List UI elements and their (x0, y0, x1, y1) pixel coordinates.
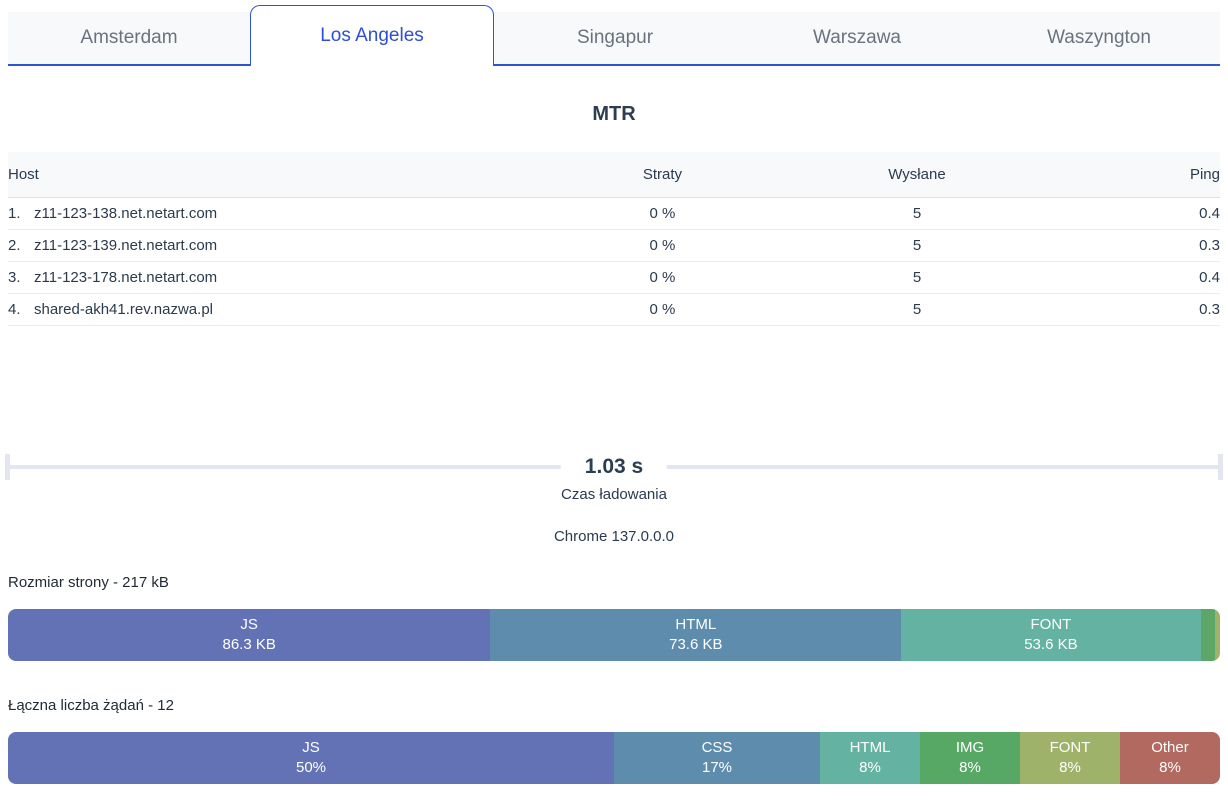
sent-cell: 5 (783, 293, 1051, 326)
sent-cell: 5 (783, 229, 1051, 262)
load-time-measure: 1.03 s (0, 454, 1228, 480)
host-name: z11-123-178.net.netart.com (34, 269, 218, 286)
load-time-value: 1.03 s (560, 454, 668, 480)
column-header-straty: Straty (541, 152, 784, 198)
segment-label: HTML (849, 739, 891, 756)
requests-bar: JS 50% CSS 17% HTML 8% IMG 8% FONT 8% Ot… (8, 732, 1220, 784)
page-size-heading: Rozmiar strony - 217 kB (8, 574, 169, 591)
table-row: 2. z11-123-139.net.netart.com 0 % 5 0.3 (8, 229, 1220, 262)
segment-value: 8% (959, 759, 981, 776)
host-cell: 3. z11-123-178.net.netart.com (8, 261, 542, 294)
bar-segment-js: JS 86.3 KB (8, 609, 491, 661)
segment-value: 17% (702, 759, 733, 776)
bar-segment-html: HTML 8% (820, 732, 921, 784)
segment-value: 8% (1159, 759, 1181, 776)
ping-cell: 0.4 (1050, 197, 1220, 230)
tab-waszyngton[interactable]: Waszyngton (978, 12, 1220, 66)
column-header-host: Host (8, 152, 542, 198)
ping-cell: 0.4 (1050, 261, 1220, 294)
bar-segment-css: CSS 17% (614, 732, 821, 784)
loss-cell: 0 % (541, 229, 784, 262)
host-name: z11-123-138.net.netart.com (34, 205, 218, 222)
row-index: 1. (8, 205, 21, 222)
sent-cell: 5 (783, 261, 1051, 294)
sent-cell: 5 (783, 197, 1051, 230)
segment-value: 86.3 KB (222, 636, 276, 653)
loss-cell: 0 % (541, 293, 784, 326)
tab-warszawa[interactable]: Warszawa (736, 12, 978, 66)
ping-cell: 0.3 (1050, 229, 1220, 262)
segment-label: FONT (1049, 739, 1091, 756)
row-index: 2. (8, 237, 21, 254)
column-header-ping: Ping (1050, 152, 1220, 198)
table-row: 3. z11-123-178.net.netart.com 0 % 5 0.4 (8, 261, 1220, 294)
segment-label: JS (302, 739, 320, 756)
table-row: 4. shared-akh41.rev.nazwa.pl 0 % 5 0.3 (8, 293, 1220, 326)
column-header-wyslane: Wysłane (783, 152, 1051, 198)
loss-cell: 0 % (541, 197, 784, 230)
table-row: 1. z11-123-138.net.netart.com 0 % 5 0.4 (8, 197, 1220, 230)
bar-segment-html: HTML 73.6 KB (490, 609, 902, 661)
segment-label: FONT (1030, 616, 1072, 633)
mtr-heading: MTR (592, 103, 636, 125)
host-cell: 1. z11-123-138.net.netart.com (8, 197, 542, 230)
bar-segment-js: JS 50% (8, 732, 614, 784)
ping-cell: 0.3 (1050, 293, 1220, 326)
tab-los-angeles[interactable]: Los Angeles (250, 5, 494, 66)
mtr-header-row: Host Straty Wysłane Ping (8, 152, 1220, 198)
segment-value: 73.6 KB (669, 636, 723, 653)
segment-value: 50% (295, 759, 327, 776)
location-tabbar: Amsterdam Los Angeles Singapur Warszawa … (8, 0, 1220, 66)
bar-segment-small-2 (1215, 609, 1220, 661)
loss-cell: 0 % (541, 261, 784, 294)
bar-segment-font: FONT 53.6 KB (901, 609, 1201, 661)
bar-segment-font: FONT 8% (1020, 732, 1120, 784)
mtr-table: Host Straty Wysłane Ping 1. z11-123-138.n… (8, 152, 1220, 326)
segment-label: HTML (675, 616, 717, 633)
host-name: z11-123-139.net.netart.com (34, 237, 218, 254)
page-size-bar: JS 86.3 KB HTML 73.6 KB FONT 53.6 KB (8, 609, 1220, 661)
host-name: shared-akh41.rev.nazwa.pl (34, 301, 213, 318)
host-cell: 2. z11-123-139.net.netart.com (8, 229, 542, 262)
segment-value: 8% (1059, 759, 1081, 776)
measure-endcap-left (5, 454, 10, 480)
browser-version: Chrome 137.0.0.0 (553, 528, 675, 545)
segment-label: JS (240, 616, 258, 633)
segment-label: CSS (701, 739, 733, 756)
bar-segment-img: IMG 8% (920, 732, 1020, 784)
requests-heading: Łączna liczba żądań - 12 (8, 697, 174, 714)
row-index: 3. (8, 269, 21, 286)
bar-segment-other: Other 8% (1119, 732, 1220, 784)
measure-endcap-right (1218, 454, 1223, 480)
segment-value: 53.6 KB (1024, 636, 1078, 653)
tab-amsterdam[interactable]: Amsterdam (8, 12, 250, 66)
segment-label: IMG (955, 739, 985, 756)
tab-singapur[interactable]: Singapur (494, 12, 736, 66)
segment-value: 8% (859, 759, 881, 776)
row-index: 4. (8, 301, 21, 318)
load-time-caption: Czas ładowania (561, 486, 667, 503)
host-cell: 4. shared-akh41.rev.nazwa.pl (8, 293, 542, 326)
segment-label: Other (1151, 739, 1189, 756)
bar-segment-small-1 (1200, 609, 1216, 661)
